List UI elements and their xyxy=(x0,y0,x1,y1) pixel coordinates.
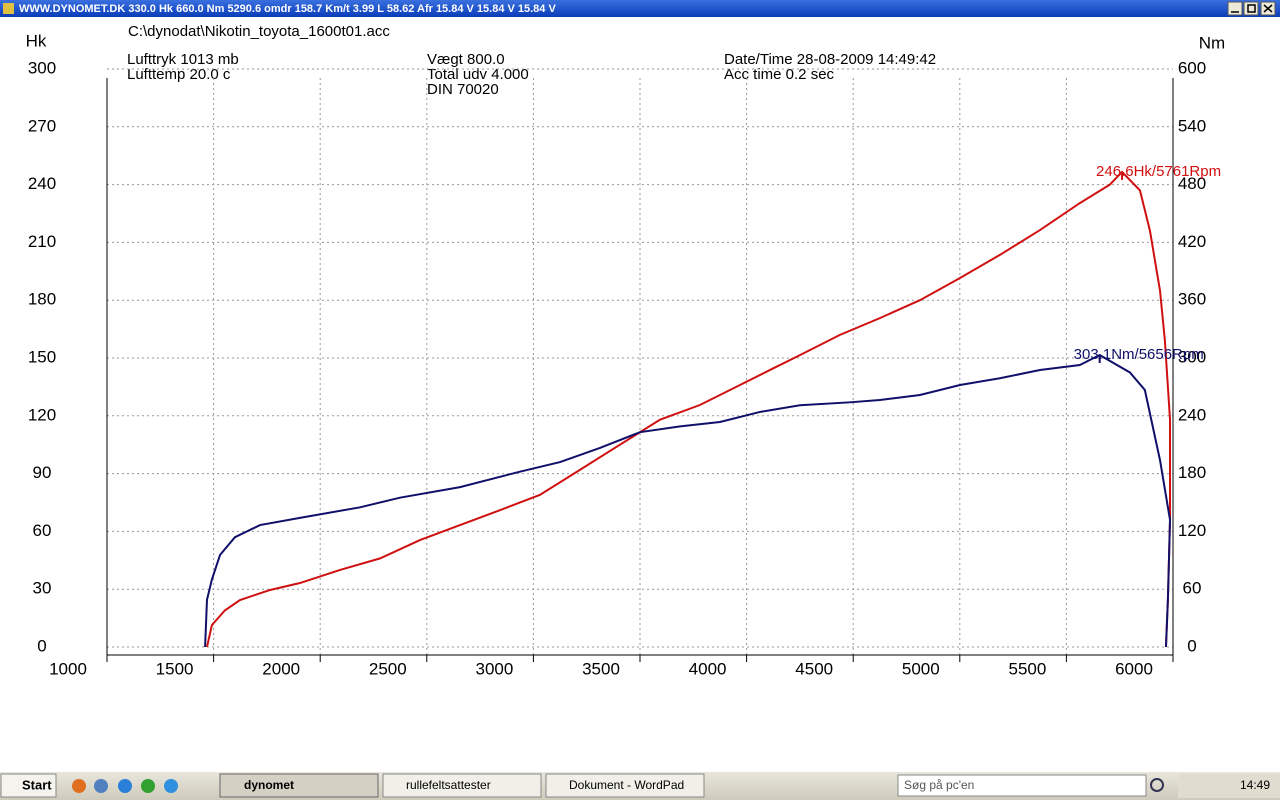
peak-annotation: 303.1Nm/5656Rpm xyxy=(1074,346,1204,363)
x-tick-label: 5500 xyxy=(1008,659,1046,678)
y2-tick-label: 540 xyxy=(1178,116,1206,135)
y-tick-label: 300 xyxy=(28,58,56,77)
info-text: Lufttemp 20.0 c xyxy=(127,66,231,83)
y2-axis-label: Nm xyxy=(1199,33,1225,52)
task-label[interactable]: dynomet xyxy=(244,778,294,792)
y2-tick-label: 0 xyxy=(1187,636,1196,655)
search-placeholder[interactable]: Søg på pc'en xyxy=(904,778,974,792)
title-bar xyxy=(0,0,1280,17)
info-text: DIN 70020 xyxy=(427,81,499,98)
series-line xyxy=(206,170,1172,648)
clock: 14:49 xyxy=(1240,778,1270,792)
x-tick-label: 2500 xyxy=(369,659,407,678)
start-label[interactable]: Start xyxy=(22,777,52,792)
window-title: WWW.DYNOMET.DK 330.0 Hk 660.0 Nm 5290.6 … xyxy=(19,3,556,15)
x-tick-label: 6000 xyxy=(1115,659,1153,678)
x-tick-label: 3000 xyxy=(475,659,513,678)
y2-tick-label: 180 xyxy=(1178,463,1206,482)
x-tick-label: 3500 xyxy=(582,659,620,678)
y2-tick-label: 480 xyxy=(1178,174,1206,193)
series-line xyxy=(204,353,1172,648)
quick-launch[interactable] xyxy=(72,779,178,793)
y2-tick-label: 600 xyxy=(1178,58,1206,77)
task-button[interactable] xyxy=(382,773,542,798)
x-tick-label: 4500 xyxy=(795,659,833,678)
y2-tick-label: 300 xyxy=(1178,347,1206,366)
x-tick-label: 4000 xyxy=(689,659,727,678)
y-tick-label: 30 xyxy=(33,579,52,598)
task-label[interactable]: rullefeltsattester xyxy=(406,778,491,792)
task-button-active[interactable] xyxy=(219,773,379,798)
info-text: Date/Time 28-08-2009 14:49:42 xyxy=(724,51,936,68)
info-text: Total udv 4.000 xyxy=(427,66,529,83)
y2-tick-label: 60 xyxy=(1183,579,1202,598)
y-tick-label: 270 xyxy=(28,116,56,135)
x-tick-label: 1000 xyxy=(49,659,87,678)
y2-tick-label: 120 xyxy=(1178,521,1206,540)
y-tick-label: 90 xyxy=(33,463,52,482)
minimize-button[interactable] xyxy=(1227,1,1243,16)
y2-tick-label: 240 xyxy=(1178,405,1206,424)
maximize-button[interactable] xyxy=(1243,1,1259,16)
y-tick-label: 150 xyxy=(28,347,56,366)
y2-tick-label: 420 xyxy=(1178,232,1206,251)
y-tick-label: 120 xyxy=(28,405,56,424)
info-text: Acc time 0.2 sec xyxy=(724,66,835,83)
y-tick-label: 180 xyxy=(28,290,56,309)
window-buttons[interactable] xyxy=(1227,1,1276,16)
y2-tick-label: 360 xyxy=(1178,290,1206,309)
task-label[interactable]: Dokument - WordPad xyxy=(569,778,684,792)
tray xyxy=(1178,774,1280,798)
info-text: Lufttryk 1013 mb xyxy=(127,51,239,68)
y-tick-label: 0 xyxy=(37,636,46,655)
file-path: C:\dynodat\Nikotin_toyota_1600t01.acc xyxy=(128,23,390,40)
y-tick-label: 210 xyxy=(28,232,56,251)
peak-annotation: 246.6Hk/5761Rpm xyxy=(1096,163,1221,180)
y-axis-label: Hk xyxy=(26,31,47,50)
info-text: Vægt 800.0 xyxy=(427,51,505,68)
y-tick-label: 240 xyxy=(28,174,56,193)
x-tick-label: 2000 xyxy=(262,659,300,678)
app-icon xyxy=(3,3,14,14)
search-box[interactable] xyxy=(897,774,1147,797)
x-tick-label: 1500 xyxy=(156,659,194,678)
x-tick-label: 5000 xyxy=(902,659,940,678)
search-icon[interactable] xyxy=(1150,778,1164,792)
y-tick-label: 60 xyxy=(33,521,52,540)
task-button[interactable] xyxy=(545,773,705,798)
start-button[interactable] xyxy=(0,773,57,798)
